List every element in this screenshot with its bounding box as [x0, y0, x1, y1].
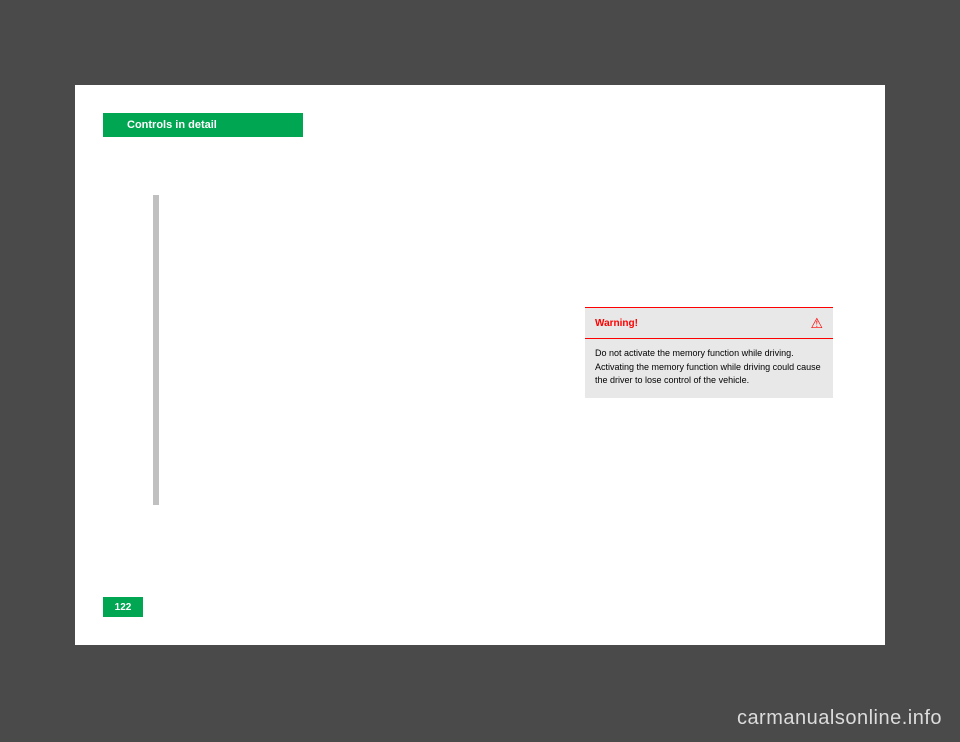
section-title: Controls in detail [127, 119, 217, 131]
page-number-badge: 122 [103, 597, 143, 617]
warning-triangle-icon: ⚠ [810, 315, 823, 332]
section-header-bar: Controls in detail [103, 113, 303, 137]
warning-callout: Warning! ⚠ Do not activate the memory fu… [585, 307, 833, 398]
warning-header: Warning! ⚠ [585, 308, 833, 339]
warning-title: Warning! [595, 318, 638, 329]
page-number: 122 [115, 602, 132, 613]
vertical-divider [153, 195, 159, 505]
warning-body-text: Do not activate the memory function whil… [585, 339, 833, 398]
manual-page: Controls in detail Warning! ⚠ Do not act… [75, 85, 885, 645]
watermark-text: carmanualsonline.info [737, 707, 942, 730]
